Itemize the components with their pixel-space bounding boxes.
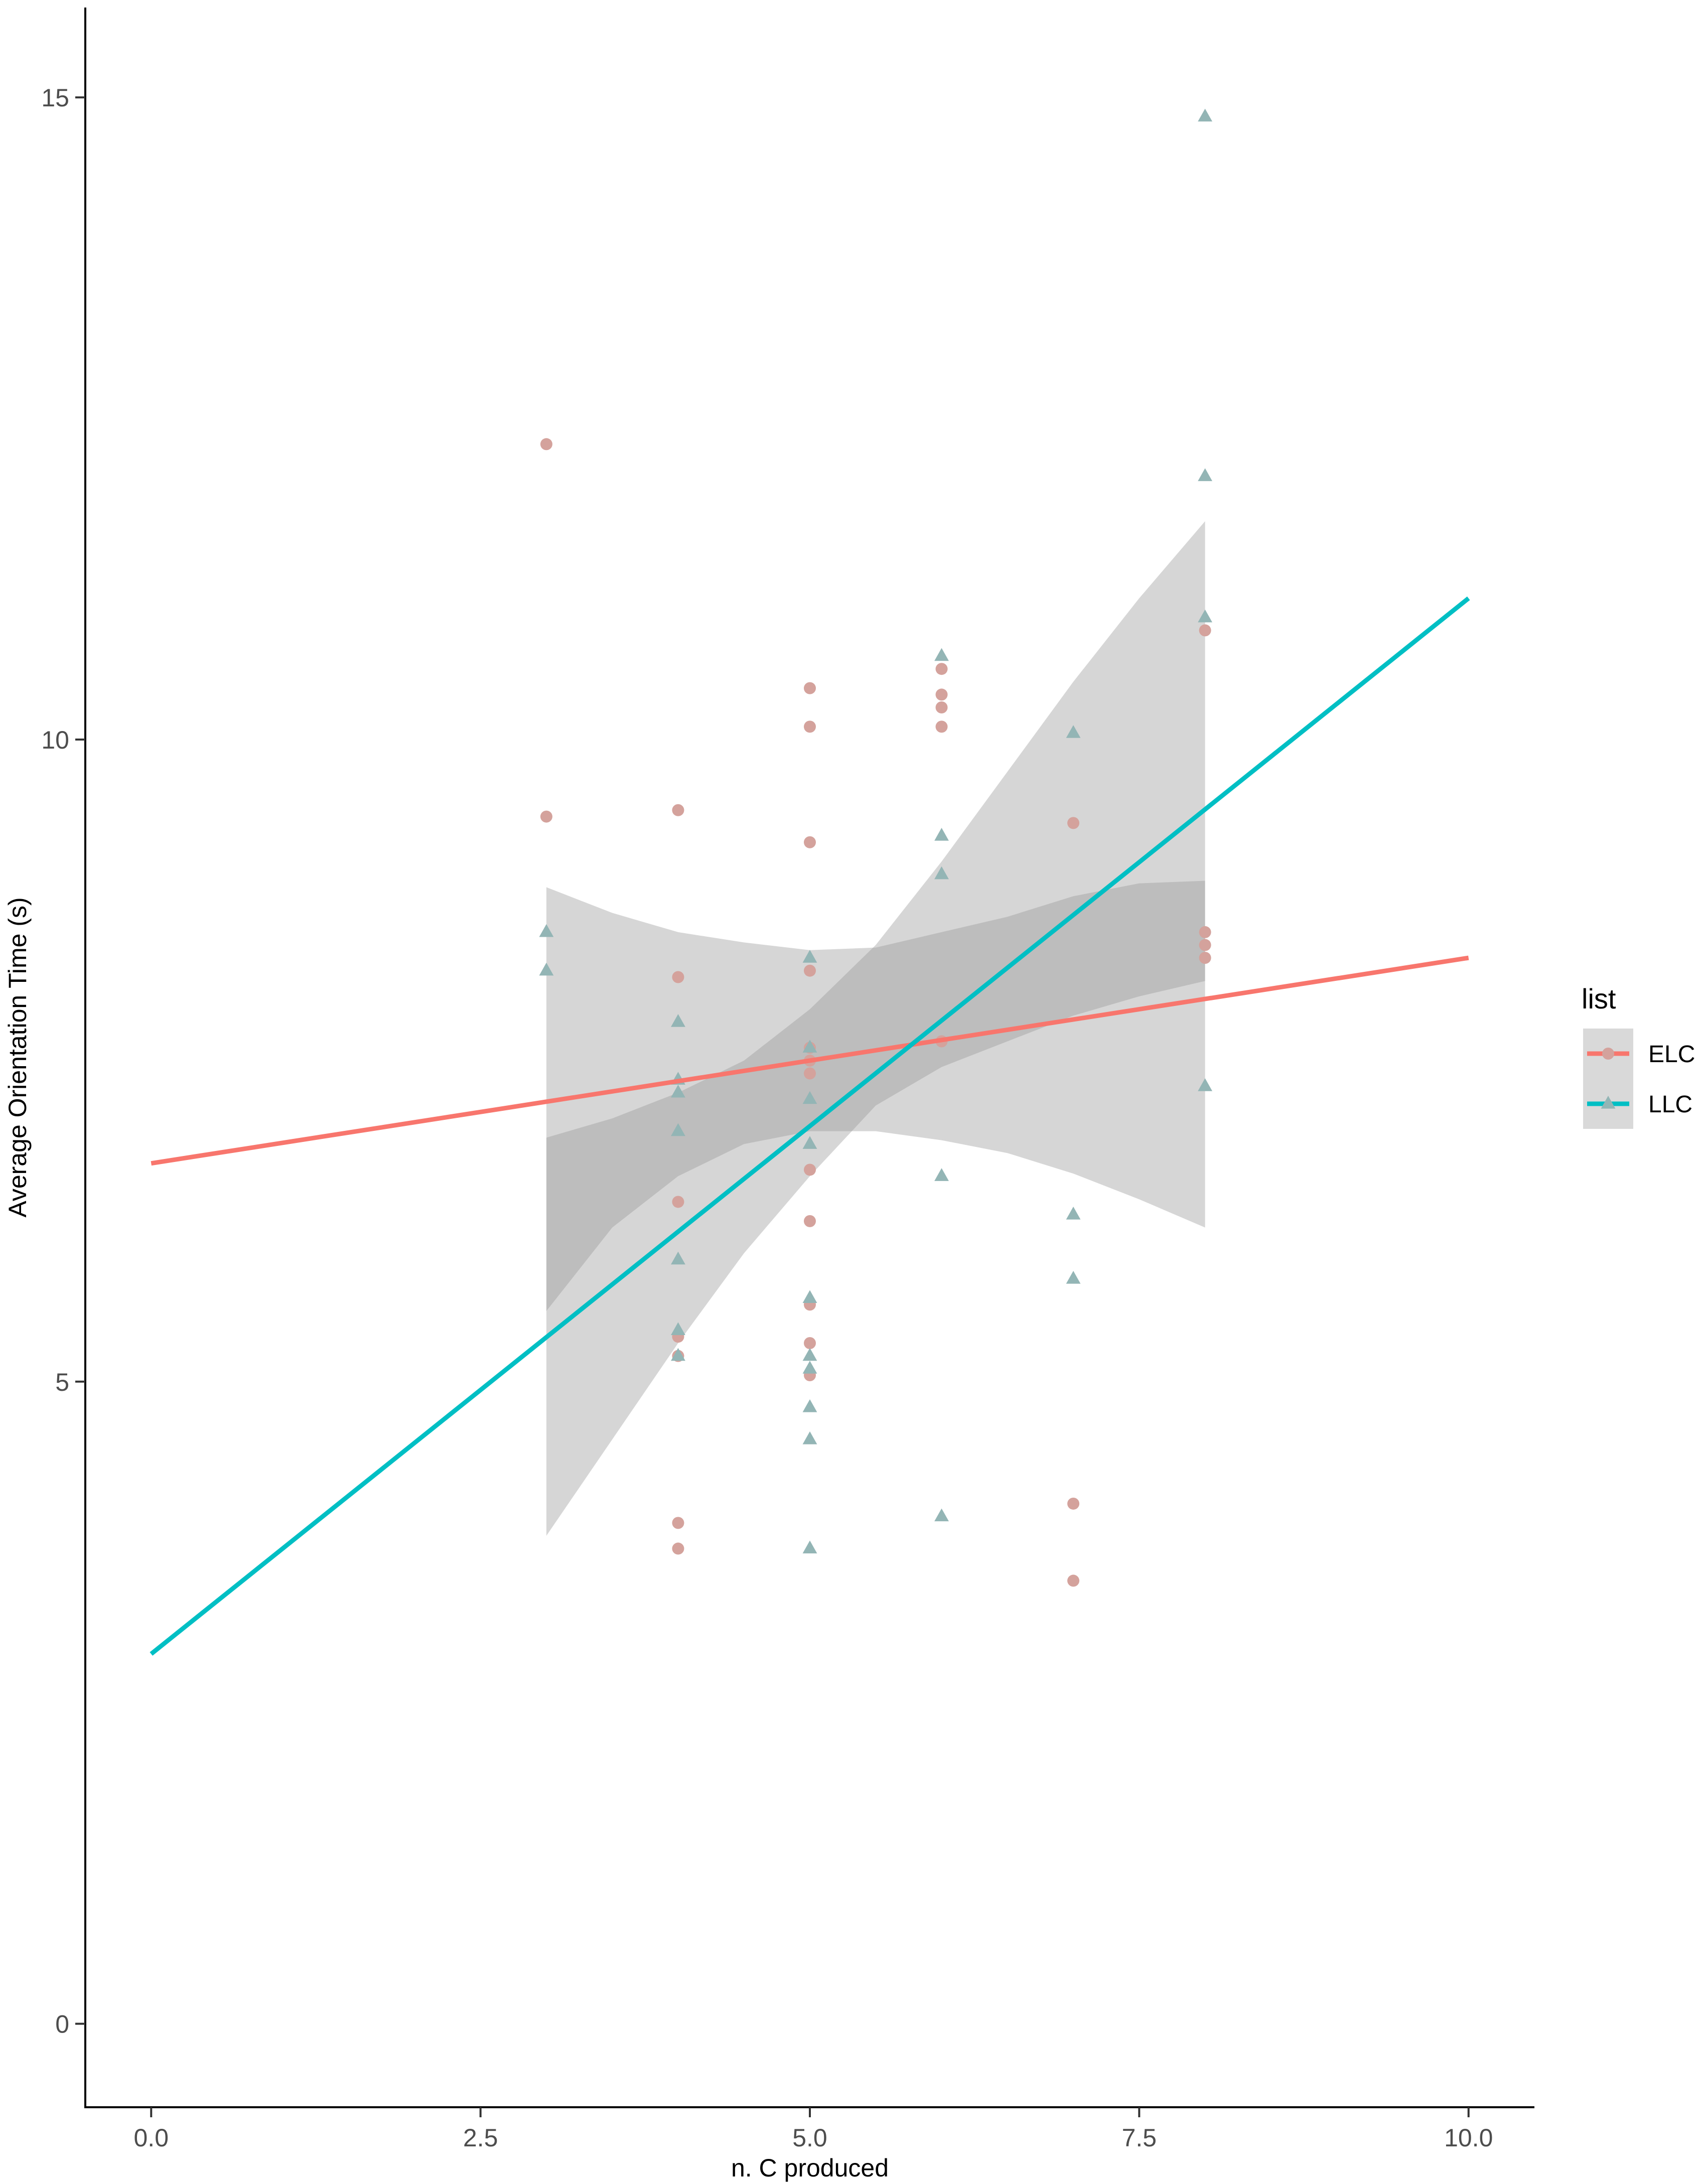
legend-label: ELC	[1648, 1041, 1695, 1068]
point-llc	[1066, 725, 1081, 738]
ci-band-elc	[546, 881, 1205, 1312]
point-elc	[1067, 1574, 1080, 1587]
point-llc	[934, 1168, 949, 1181]
point-llc	[1066, 1271, 1081, 1284]
point-llc	[802, 1348, 817, 1361]
point-elc	[804, 720, 816, 733]
point-elc	[1067, 817, 1080, 829]
point-llc	[934, 866, 949, 880]
point-elc	[935, 688, 948, 701]
point-elc	[804, 682, 816, 694]
point-llc	[671, 1322, 685, 1336]
point-elc	[804, 964, 816, 977]
y-axis-title: Average Orientation Time (s)	[4, 897, 32, 1217]
point-elc	[1067, 1497, 1080, 1510]
y-tick-label: 5	[55, 1368, 69, 1396]
point-elc	[804, 1215, 816, 1227]
point-elc	[1199, 952, 1211, 964]
point-llc	[802, 1091, 817, 1104]
legend-key-marker	[1602, 1048, 1614, 1060]
x-tick-label: 0.0	[134, 2124, 169, 2152]
point-llc	[1066, 1207, 1081, 1220]
legend-items: ELC LLC	[1583, 1029, 1695, 1129]
x-axis-ticks: 0.0 2.5 5.0 7.5 10.0	[134, 2107, 1493, 2152]
y-axis-ticks: 0 5 10 15	[41, 84, 85, 2039]
y-tick-label: 10	[41, 726, 69, 754]
point-llc	[1198, 108, 1213, 122]
point-elc	[935, 701, 948, 713]
point-llc	[671, 1251, 685, 1265]
regression-lines	[150, 596, 1470, 1656]
point-llc	[1198, 468, 1213, 481]
point-elc	[935, 720, 948, 733]
point-elc	[1199, 624, 1211, 637]
point-llc	[1198, 1078, 1213, 1091]
point-llc	[539, 924, 554, 937]
point-llc	[802, 950, 817, 963]
point-llc	[671, 1014, 685, 1027]
point-elc	[672, 804, 684, 816]
point-elc	[1199, 926, 1211, 938]
point-llc	[934, 648, 949, 661]
point-llc	[671, 1084, 685, 1098]
legend-item-llc: LLC	[1583, 1079, 1692, 1129]
point-elc	[935, 663, 948, 675]
y-tick-label: 15	[41, 84, 69, 112]
x-tick-label: 5.0	[792, 2124, 827, 2152]
point-llc	[802, 1136, 817, 1149]
point-llc	[802, 1399, 817, 1412]
point-elc	[804, 1067, 816, 1080]
point-llc	[802, 1431, 817, 1444]
x-tick-label: 10.0	[1444, 2124, 1493, 2152]
point-elc	[540, 810, 552, 823]
point-elc	[672, 971, 684, 983]
point-llc	[539, 962, 554, 976]
point-llc	[671, 1348, 685, 1361]
legend-title: list	[1582, 983, 1616, 1014]
point-elc	[1199, 939, 1211, 951]
point-elc	[672, 1196, 684, 1208]
legend-item-elc: ELC	[1583, 1029, 1695, 1079]
legend-key-marker	[1601, 1096, 1616, 1109]
confidence-bands	[546, 521, 1205, 1536]
point-llc	[671, 1123, 685, 1136]
point-elc	[672, 1517, 684, 1529]
legend: list ELC LLC	[1582, 983, 1695, 1129]
axes: 0.0 2.5 5.0 7.5 10.0 0 5 10 15	[41, 8, 1534, 2152]
point-elc	[540, 438, 552, 451]
point-llc	[802, 1540, 817, 1554]
legend-label: LLC	[1648, 1091, 1692, 1118]
y-tick-label: 0	[55, 2010, 69, 2039]
data-points	[539, 108, 1213, 1587]
ci-band-llc	[546, 521, 1205, 1536]
point-llc	[934, 1508, 949, 1522]
point-llc	[802, 1361, 817, 1374]
x-tick-label: 2.5	[463, 2124, 498, 2152]
point-llc	[802, 1290, 817, 1303]
point-elc	[804, 836, 816, 848]
point-llc	[802, 1040, 817, 1053]
fit-line-llc	[150, 596, 1470, 1656]
x-axis-title: n. C produced	[731, 2154, 889, 2182]
point-llc	[934, 827, 949, 841]
plot-panel	[150, 108, 1470, 1656]
x-tick-label: 7.5	[1122, 2124, 1157, 2152]
point-llc	[1198, 609, 1213, 623]
fit-line-elc	[151, 955, 1469, 1166]
point-elc	[804, 1337, 816, 1350]
point-elc	[804, 1163, 816, 1176]
point-elc	[672, 1542, 684, 1555]
